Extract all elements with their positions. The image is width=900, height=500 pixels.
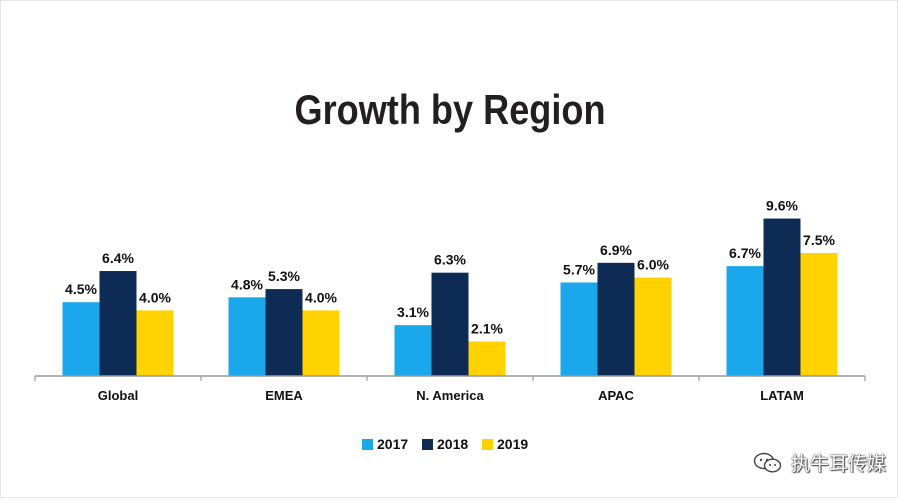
legend-swatch-2018 [422, 439, 433, 450]
bar-2017-emea [228, 297, 266, 376]
data-label: 3.1% [397, 304, 429, 320]
watermark-text: 执牛耳传媒 [790, 453, 886, 475]
data-label: 2.1% [471, 321, 503, 337]
watermark: 执牛耳传媒 [753, 449, 886, 476]
bar-2017-latam [726, 266, 764, 376]
category-label: N. America [416, 388, 484, 403]
bar-2018-apac [597, 262, 635, 376]
legend-label: 2018 [437, 436, 468, 452]
data-label: 4.8% [231, 276, 263, 292]
data-label: 7.5% [803, 232, 835, 248]
bar-2018-n-america [431, 272, 469, 376]
data-label: 4.5% [65, 281, 97, 297]
legend: 2017 2018 2019 [362, 436, 528, 452]
legend-label: 2019 [497, 436, 528, 452]
bar-2018-emea [265, 289, 303, 376]
bar-2019-latam [800, 253, 838, 376]
data-label: 9.6% [766, 198, 798, 214]
data-label: 6.9% [600, 242, 632, 258]
data-label: 4.0% [139, 289, 171, 305]
legend-swatch-2017 [362, 439, 373, 450]
bar-2019-apac [634, 277, 672, 376]
category-label: EMEA [265, 388, 303, 403]
data-label: 6.3% [434, 252, 466, 268]
data-label: 5.3% [268, 268, 300, 284]
legend-label: 2017 [377, 436, 408, 452]
bar-2017-apac [560, 282, 598, 376]
category-label: APAC [598, 388, 634, 403]
bar-2017-global [62, 302, 100, 376]
wechat-icon [753, 452, 782, 473]
axis-layer [34, 375, 866, 381]
bar-2019-global [136, 310, 174, 376]
data-label: 4.0% [305, 289, 337, 305]
bar-2019-n-america [468, 341, 506, 376]
chart-title: Growth by Region [294, 86, 606, 133]
bar-2019-emea [302, 310, 340, 376]
category-label: LATAM [760, 388, 804, 403]
data-label: 6.4% [102, 250, 134, 266]
labels-layer: 4.5% 6.4% 4.0% Global 4.8% 5.3% 4.0% EMEA 3.1% 6.… [65, 198, 835, 403]
bars-layer [62, 218, 838, 376]
data-label: 6.0% [637, 257, 669, 273]
category-label: Global [98, 388, 138, 403]
data-label: 6.7% [729, 245, 761, 261]
legend-swatch-2019 [482, 439, 493, 450]
bar-2018-global [99, 271, 137, 376]
bar-2018-latam [763, 218, 801, 376]
bar-2017-n-america [394, 325, 432, 376]
data-label: 5.7% [563, 262, 595, 278]
